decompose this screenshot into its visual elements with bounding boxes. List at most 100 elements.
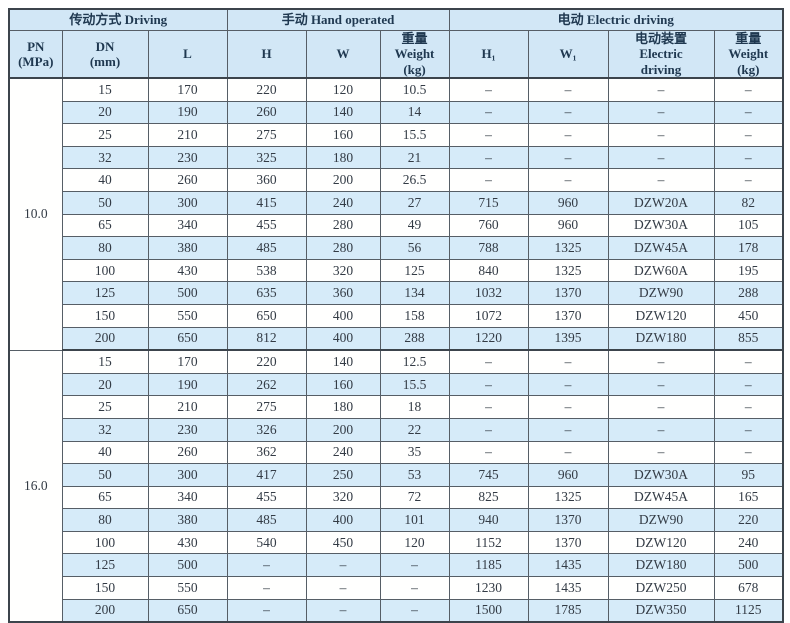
cell-h1: 940 bbox=[448, 508, 529, 532]
cell-w: 180 bbox=[305, 395, 381, 419]
group-header-row: 传动方式 Driving 手动 Hand operated 电动 Electri… bbox=[8, 8, 784, 31]
cell-h1: – bbox=[448, 100, 529, 125]
cell-weight-electric: – bbox=[713, 100, 784, 125]
table-row: 40 260 362 240 35– – – – bbox=[9, 440, 784, 465]
table-row: 25 210 275 160 15.5– – – – bbox=[9, 123, 784, 147]
pn-value-16.0: 16.0 bbox=[8, 349, 63, 623]
cell-weight-electric: – bbox=[713, 372, 784, 397]
cell-w1: 960 bbox=[527, 190, 609, 215]
pn-value-10.0: 10.0 bbox=[8, 77, 63, 351]
cell-dn: 100 bbox=[61, 258, 149, 283]
cell-weight-hand: 35 bbox=[379, 440, 450, 465]
cell-dn: 125 bbox=[61, 553, 149, 578]
cell-h: 485 bbox=[226, 236, 307, 260]
cell-h: 455 bbox=[226, 485, 307, 510]
cell-electric-device: – bbox=[607, 417, 715, 442]
cell-w1: 960 bbox=[527, 463, 609, 487]
cell-w: 160 bbox=[305, 372, 381, 397]
cell-weight-electric: – bbox=[713, 417, 784, 442]
cell-w: 120 bbox=[305, 77, 381, 102]
cell-h: 415 bbox=[226, 190, 307, 215]
cell-l: 300 bbox=[147, 463, 228, 487]
table-row: 200 650 812 400 288 1220 1395 DZW180 855 bbox=[9, 326, 784, 352]
cell-w1: – bbox=[527, 100, 609, 125]
cell-electric-device: – bbox=[607, 77, 715, 102]
cell-w1: – bbox=[527, 77, 609, 102]
cell-electric-device: DZW60A bbox=[607, 258, 715, 283]
col-pn: PN (MPa) bbox=[8, 30, 63, 79]
cell-h: 362 bbox=[226, 440, 307, 465]
cell-dn: 15 bbox=[61, 77, 149, 102]
cell-l: 190 bbox=[147, 100, 228, 125]
cell-electric-device: DZW120 bbox=[607, 530, 715, 555]
table-row: 65 340 455 320 72 825 1325 DZW45A 165 bbox=[9, 485, 784, 510]
cell-electric-device: DZW250 bbox=[607, 576, 715, 600]
table-row: 150 550– – –1230 1435 DZW250 678 bbox=[9, 576, 784, 600]
cell-weight-hand: 56 bbox=[379, 236, 450, 260]
cell-w1: 1370 bbox=[527, 281, 609, 305]
cell-weight-hand: 15.5 bbox=[379, 123, 450, 147]
cell-w1: – bbox=[527, 123, 609, 147]
cell-h: 485 bbox=[226, 508, 307, 532]
cell-w: 280 bbox=[305, 236, 381, 260]
cell-w1: 1435 bbox=[527, 553, 609, 578]
cell-l: 380 bbox=[147, 508, 228, 532]
cell-l: 650 bbox=[147, 598, 228, 623]
cell-w1: 1785 bbox=[527, 598, 609, 623]
cell-weight-electric: 220 bbox=[713, 508, 784, 532]
cell-dn: 65 bbox=[61, 213, 149, 238]
cell-electric-device: DZW30A bbox=[607, 463, 715, 487]
cell-weight-electric: 82 bbox=[713, 190, 784, 215]
cell-h1: 1032 bbox=[448, 281, 529, 305]
cell-h: 540 bbox=[226, 530, 307, 555]
table-row: 32 230 326 200 22– – – – bbox=[9, 417, 784, 442]
cell-w: 320 bbox=[305, 485, 381, 510]
cell-dn: 32 bbox=[61, 145, 149, 170]
cell-dn: 25 bbox=[61, 395, 149, 419]
cell-weight-hand: – bbox=[379, 576, 450, 600]
cell-weight-electric: – bbox=[713, 123, 784, 147]
cell-weight-hand: 53 bbox=[379, 463, 450, 487]
cell-electric-device: DZW45A bbox=[607, 485, 715, 510]
cell-weight-electric: – bbox=[713, 349, 784, 374]
cell-w1: 1395 bbox=[527, 326, 609, 352]
cell-l: 170 bbox=[147, 77, 228, 102]
cell-h1: 745 bbox=[448, 463, 529, 487]
cell-dn: 80 bbox=[61, 236, 149, 260]
cell-w: 400 bbox=[305, 303, 381, 328]
table-row: 50 300 415 240 27 715 960 DZW20A 82 bbox=[9, 190, 784, 215]
cell-l: 500 bbox=[147, 281, 228, 305]
cell-w: – bbox=[305, 598, 381, 623]
cell-h: – bbox=[226, 576, 307, 600]
cell-h: 538 bbox=[226, 258, 307, 283]
cell-dn: 15 bbox=[61, 349, 149, 374]
cell-dn: 20 bbox=[61, 100, 149, 125]
cell-w1: – bbox=[527, 417, 609, 442]
cell-weight-hand: 22 bbox=[379, 417, 450, 442]
cell-weight-hand: 21 bbox=[379, 145, 450, 170]
cell-h1: 1152 bbox=[448, 530, 529, 555]
cell-weight-electric: 1125 bbox=[713, 598, 784, 623]
cell-w1: 1370 bbox=[527, 508, 609, 532]
cell-w1: – bbox=[527, 145, 609, 170]
cell-w1: 1325 bbox=[527, 258, 609, 283]
cell-weight-electric: – bbox=[713, 440, 784, 465]
cell-electric-device: – bbox=[607, 123, 715, 147]
col-dn: DN (mm) bbox=[61, 30, 149, 79]
group-hand-operated: 手动 Hand operated bbox=[226, 8, 450, 31]
cell-w: 140 bbox=[305, 349, 381, 374]
cell-weight-electric: – bbox=[713, 168, 784, 192]
cell-dn: 50 bbox=[61, 190, 149, 215]
table-row: 200 650– – –1500 1785 DZW350 1125 bbox=[9, 598, 784, 623]
col-electric-device: 电动装置 Electric driving bbox=[607, 30, 715, 79]
table-row: 65 340 455 280 49 760 960 DZW30A 105 bbox=[9, 213, 784, 238]
col-w1: W₁ bbox=[527, 30, 609, 79]
cell-w1: – bbox=[527, 395, 609, 419]
cell-weight-hand: 10.5 bbox=[379, 77, 450, 102]
cell-dn: 20 bbox=[61, 372, 149, 397]
cell-weight-hand: 288 bbox=[379, 326, 450, 352]
cell-electric-device: – bbox=[607, 145, 715, 170]
cell-weight-hand: 14 bbox=[379, 100, 450, 125]
cell-electric-device: DZW45A bbox=[607, 236, 715, 260]
table-row: 32 230 325 180 21– – – – bbox=[9, 145, 784, 170]
